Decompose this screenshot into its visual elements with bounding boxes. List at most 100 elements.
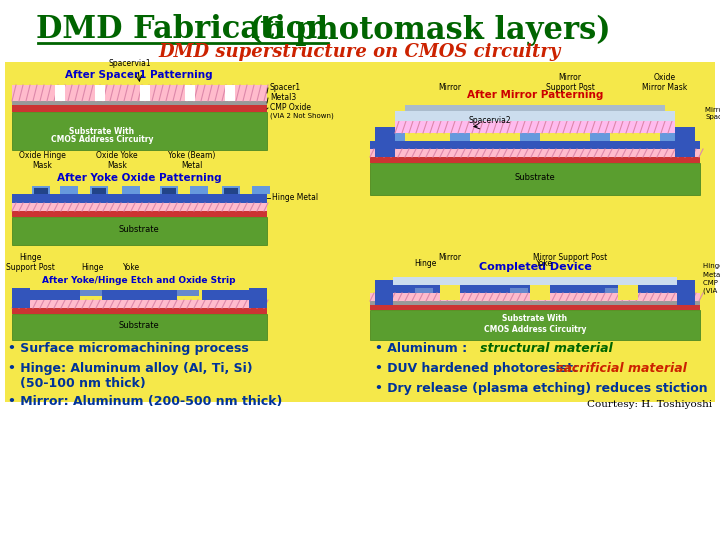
Bar xyxy=(520,133,540,141)
Bar xyxy=(222,186,240,194)
Text: After Yoke/Hinge Etch and Oxide Strip: After Yoke/Hinge Etch and Oxide Strip xyxy=(42,276,235,285)
Bar xyxy=(177,290,199,296)
Bar xyxy=(160,186,178,194)
Bar xyxy=(395,111,675,121)
Text: • Hinge: Aluminum alloy (Al, Ti, Si): • Hinge: Aluminum alloy (Al, Ti, Si) xyxy=(8,362,253,375)
Bar xyxy=(162,188,176,194)
Bar xyxy=(80,290,102,296)
Text: Substrate With: Substrate With xyxy=(69,126,135,136)
Bar xyxy=(90,186,108,194)
Bar xyxy=(415,288,433,293)
Bar xyxy=(395,121,675,133)
Text: CMP Oxide: CMP Oxide xyxy=(270,104,311,112)
Bar xyxy=(370,310,700,340)
Bar xyxy=(12,288,30,308)
Bar xyxy=(122,186,140,194)
Bar xyxy=(12,211,267,217)
Bar xyxy=(102,290,177,300)
Text: (VIA 2 Not Shown): (VIA 2 Not Shown) xyxy=(270,113,334,119)
Text: CMP Oxide: CMP Oxide xyxy=(703,280,720,286)
Bar xyxy=(190,186,208,194)
Text: • Dry release (plasma etching) reduces stiction: • Dry release (plasma etching) reduces s… xyxy=(375,382,708,395)
Text: Substrate With
CMOS Address Circuitry: Substrate With CMOS Address Circuitry xyxy=(484,314,586,334)
Bar xyxy=(185,85,195,101)
Bar xyxy=(393,285,677,293)
Bar xyxy=(12,112,267,150)
Bar xyxy=(12,314,267,340)
Text: Yoke: Yoke xyxy=(536,259,554,268)
Bar xyxy=(370,149,700,157)
Text: Hinge: Hinge xyxy=(81,263,103,272)
Text: • Mirror: Aluminum (200-500 nm thick): • Mirror: Aluminum (200-500 nm thick) xyxy=(8,395,282,408)
Bar xyxy=(140,85,150,101)
Bar xyxy=(12,101,267,105)
Bar xyxy=(202,290,249,300)
Bar xyxy=(450,133,470,141)
Text: Hinge Metal: Hinge Metal xyxy=(272,193,318,202)
Bar xyxy=(660,133,680,141)
Bar xyxy=(12,85,267,101)
Bar xyxy=(590,133,610,141)
Bar xyxy=(249,288,267,308)
Text: • DUV hardened photoresist:: • DUV hardened photoresist: xyxy=(375,362,582,375)
Text: structural material: structural material xyxy=(480,342,613,355)
Bar xyxy=(5,62,715,402)
Text: After Spacer1 Patterning: After Spacer1 Patterning xyxy=(66,70,213,80)
Bar xyxy=(375,280,393,305)
Bar xyxy=(370,301,700,305)
Bar xyxy=(405,105,665,111)
Text: Hinge: Hinge xyxy=(414,259,436,268)
Bar xyxy=(375,127,395,157)
Text: Yoke (Beam)
Metal: Yoke (Beam) Metal xyxy=(168,151,216,170)
Bar xyxy=(252,186,270,194)
Text: • Surface micromachining process: • Surface micromachining process xyxy=(8,342,248,355)
Bar xyxy=(225,85,235,101)
Text: Oxide
Mirror Mask: Oxide Mirror Mask xyxy=(642,72,688,92)
Bar xyxy=(605,288,623,293)
Bar xyxy=(92,188,106,194)
Bar xyxy=(530,285,550,300)
Bar xyxy=(618,285,638,300)
Text: Hinge
Support Post: Hinge Support Post xyxy=(6,253,55,272)
Text: Substrate: Substrate xyxy=(119,321,159,330)
Text: DMD Fabrication: DMD Fabrication xyxy=(36,15,328,45)
Text: After Yoke Oxide Patterning: After Yoke Oxide Patterning xyxy=(57,173,221,183)
Text: Spacer1: Spacer1 xyxy=(270,84,301,92)
Bar xyxy=(440,285,460,300)
Bar xyxy=(675,127,695,157)
Bar xyxy=(32,186,50,194)
Bar xyxy=(393,277,677,285)
Bar xyxy=(12,217,267,245)
Text: (6 photomask layers): (6 photomask layers) xyxy=(249,15,611,45)
Bar xyxy=(12,194,267,203)
Text: Mirror: Mirror xyxy=(438,83,462,92)
Bar xyxy=(510,288,528,293)
Text: Yoke: Yoke xyxy=(123,263,140,272)
Bar xyxy=(60,186,78,194)
Bar xyxy=(12,105,267,112)
Bar xyxy=(12,300,267,308)
Text: Substrate: Substrate xyxy=(119,226,159,234)
Bar xyxy=(95,85,105,101)
Text: Hinge Support Post: Hinge Support Post xyxy=(703,263,720,269)
Bar xyxy=(224,188,238,194)
Text: After Mirror Patterning: After Mirror Patterning xyxy=(467,90,603,100)
Bar xyxy=(370,157,700,163)
Text: sacrificial material: sacrificial material xyxy=(556,362,687,375)
Bar xyxy=(34,188,48,194)
Text: Metal 3: Metal 3 xyxy=(703,272,720,278)
Text: Mirror Support Post: Mirror Support Post xyxy=(533,253,607,262)
Text: Mirror
Support Post: Mirror Support Post xyxy=(546,72,595,92)
Text: Spacervia1: Spacervia1 xyxy=(109,59,151,68)
Text: Spacervia2: Spacervia2 xyxy=(469,116,511,125)
Text: Oxide Yoke
Mask: Oxide Yoke Mask xyxy=(96,151,138,170)
Bar xyxy=(370,163,700,195)
Text: Substrate: Substrate xyxy=(515,173,555,183)
Bar xyxy=(30,290,80,300)
Text: CMOS Address Circuitry: CMOS Address Circuitry xyxy=(50,136,153,145)
Bar xyxy=(12,203,267,211)
Bar xyxy=(12,308,267,314)
Text: DMD superstructure on CMOS circuitry: DMD superstructure on CMOS circuitry xyxy=(159,43,561,61)
Text: • Aluminum :: • Aluminum : xyxy=(375,342,472,355)
Text: Mirror: Mirror xyxy=(438,253,462,262)
